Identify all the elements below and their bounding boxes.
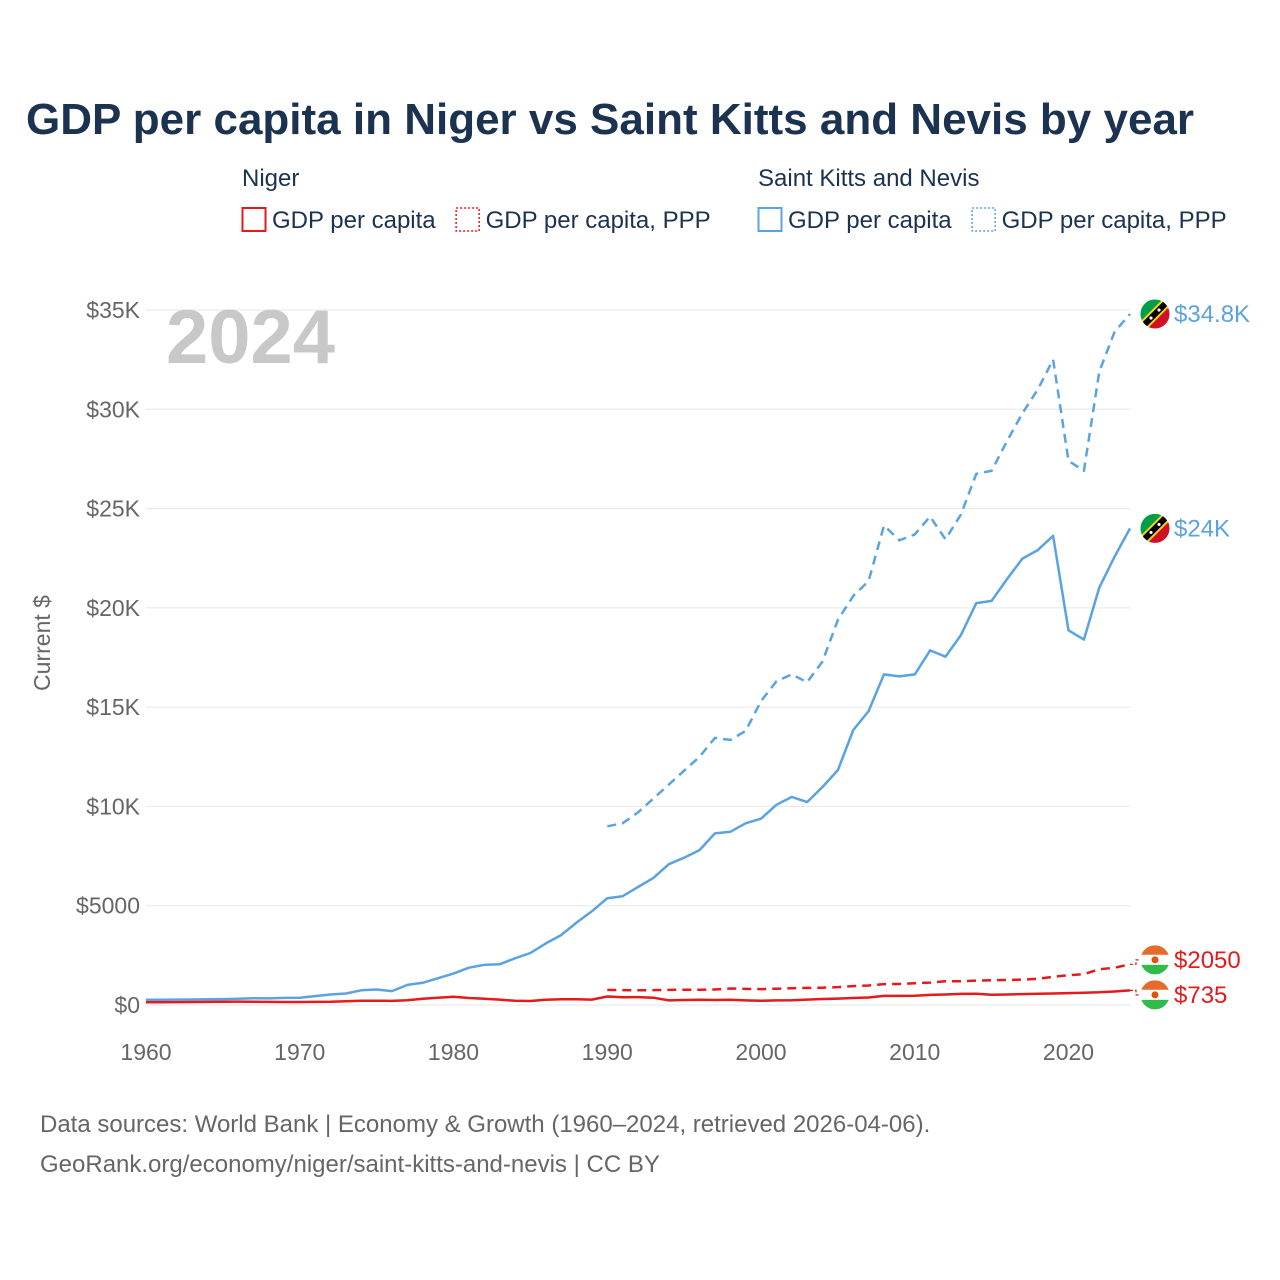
- y-tick-label: $10K: [86, 793, 140, 819]
- data-sources: Data sources: World Bank | Economy & Gro…: [40, 1111, 930, 1178]
- flag-star: [1149, 316, 1153, 320]
- series-line-niger-gdp-per-capita-ppp: [607, 963, 1131, 992]
- flag-stripe-orange: [1140, 944, 1170, 955]
- flag-star: [1157, 308, 1161, 312]
- series-line-saint-kitts-and-nevis-gdp-per-capita: [145, 527, 1132, 1002]
- flag-body: [1140, 979, 1170, 1010]
- flag-sun: [1151, 991, 1159, 999]
- flag-outline: [1139, 512, 1171, 544]
- flag-stripe-green: [1140, 964, 1170, 975]
- flag-star: [1149, 530, 1153, 535]
- legend-swatch: [757, 207, 783, 232]
- legend-swatch: [241, 207, 267, 232]
- saint-kitts-and-nevis-flag-icon: [1139, 298, 1171, 330]
- y-tick-label: $30K: [86, 396, 140, 422]
- x-tick-label: 1970: [274, 1039, 325, 1065]
- y-tick-label: $35K: [86, 297, 140, 323]
- marker-connector: [1130, 959, 1140, 965]
- marker-connector: [1130, 989, 1140, 996]
- legend-swatch: [971, 207, 996, 232]
- flag-outline: [1139, 944, 1171, 976]
- series-lines: [145, 313, 1132, 1004]
- flag-body: [1140, 298, 1170, 329]
- flag-body: [1140, 513, 1170, 544]
- series-line-niger-gdp-per-capita: [145, 989, 1131, 1004]
- gridlines: [146, 309, 1130, 1006]
- end-value-label: $24K: [1174, 515, 1230, 542]
- flag-stripe-orange: [1140, 979, 1170, 990]
- y-tick-label: $5000: [76, 893, 140, 919]
- x-tick-label: 1960: [120, 1039, 171, 1065]
- flag-outline: [1139, 298, 1171, 330]
- legend-group-title: Saint Kitts and Nevis: [758, 165, 979, 192]
- y-tick-label: $20K: [86, 595, 140, 621]
- end-value-label: $34.8K: [1174, 301, 1250, 328]
- end-value-label: $2050: [1174, 947, 1241, 974]
- flag-sun: [1151, 956, 1159, 964]
- flag-star: [1157, 522, 1161, 527]
- x-tick-label: 1990: [582, 1039, 633, 1065]
- y-tick-label: $15K: [86, 694, 140, 720]
- source-line: GeoRank.org/economy/niger/saint-kitts-an…: [40, 1151, 660, 1178]
- saint-kitts-and-nevis-flag-icon: [1139, 512, 1171, 544]
- x-tick-label: 2000: [735, 1039, 786, 1065]
- end-value-label: $735: [1174, 982, 1227, 1009]
- legend-item-label: GDP per capita: [788, 207, 952, 234]
- x-axis-ticks: 1960 1970 1980 1990 2000 2010 2020: [120, 1039, 1094, 1065]
- chart-title: GDP per capita in Niger vs Saint Kitts a…: [26, 95, 1194, 144]
- x-tick-label: 2020: [1043, 1039, 1094, 1065]
- y-tick-label: $25K: [86, 496, 140, 522]
- niger-flag-icon: [1139, 979, 1171, 1011]
- current-year-label: 2024: [166, 295, 335, 380]
- x-tick-label: 2010: [889, 1039, 940, 1065]
- end-markers: $34.8K $24K $2050 $735: [1130, 298, 1250, 1011]
- x-tick-label: 1980: [428, 1039, 479, 1065]
- flag-body: [1140, 944, 1170, 975]
- legend-item-label: GDP per capita, PPP: [486, 207, 711, 234]
- flag-outline: [1139, 979, 1171, 1011]
- source-line: Data sources: World Bank | Economy & Gro…: [40, 1111, 930, 1138]
- y-axis-label: Current $: [29, 595, 55, 691]
- niger-flag-icon: [1139, 944, 1171, 976]
- legend-group-title: Niger: [242, 165, 299, 192]
- flag-stripe-green: [1140, 999, 1170, 1010]
- legend-item-label: GDP per capita, PPP: [1002, 207, 1227, 234]
- y-axis-ticks: $0 $5000 $10K $15K $20K $25K $30K $35K: [76, 297, 141, 1018]
- legend-item-label: GDP per capita: [272, 207, 436, 234]
- legend: Niger GDP per capita GDP per capita, PPP Sa…: [241, 165, 1227, 234]
- series-line-saint-kitts-and-nevis-gdp-per-capita-ppp: [607, 313, 1131, 828]
- y-tick-label: $0: [114, 992, 140, 1018]
- legend-swatch: [455, 207, 480, 232]
